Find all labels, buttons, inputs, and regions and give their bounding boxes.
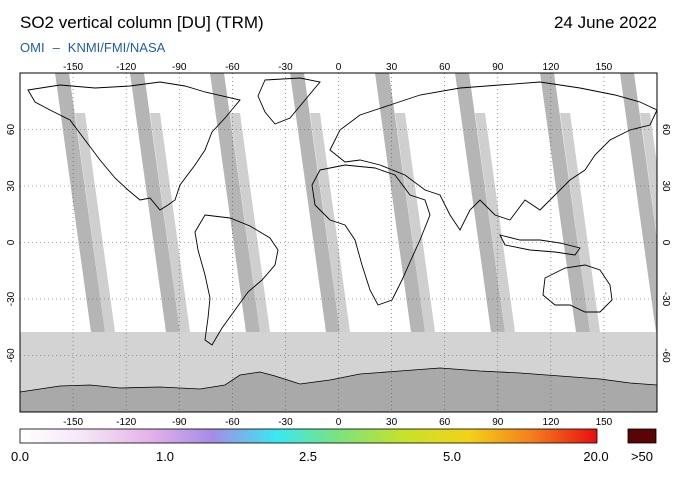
indonesia-outline (499, 234, 581, 256)
coastlines (27, 77, 657, 346)
lon-tick-bottom: 150 (596, 417, 613, 428)
europe-asia-outline (329, 81, 657, 231)
lon-tick-top: 60 (439, 62, 451, 73)
graticule (20, 73, 657, 412)
lon-tick-top: -90 (172, 62, 187, 73)
north-america-outline (27, 81, 241, 211)
australia-outline (542, 264, 613, 313)
orbit-gap-stripe (620, 73, 657, 332)
lon-tick-top: -60 (225, 62, 240, 73)
orbit-gap-stripe (55, 73, 105, 332)
lon-tick-top: -150 (63, 62, 83, 73)
lon-tick-bottom: -150 (63, 417, 83, 428)
colorbar-overflow-swatch (627, 428, 657, 444)
lon-tick-bottom: -90 (172, 417, 187, 428)
lon-tick-top: -120 (116, 62, 136, 73)
orbit-gap-stripe (210, 73, 260, 332)
lon-tick-bottom: -30 (278, 417, 293, 428)
colorbar-label-0: 0.0 (10, 449, 30, 464)
colorbar-label-1: 1.0 (155, 449, 175, 464)
lat-tick-right: -60 (660, 348, 671, 363)
orbit-gap-stripe-light (310, 113, 350, 332)
lat-tick-right: 0 (660, 240, 671, 246)
credits: OMI – KNMI/FMI/NASA (20, 40, 165, 55)
orbit-swaths (55, 73, 657, 332)
lon-tick-bottom: 60 (439, 417, 451, 428)
lat-tick-left: 60 (6, 124, 17, 136)
lon-tick-bottom: 90 (492, 417, 504, 428)
credit-agencies: KNMI/FMI/NASA (67, 40, 166, 55)
lat-tick-left: 30 (6, 180, 17, 192)
lon-tick-bottom: -60 (225, 417, 240, 428)
orbit-gap-stripe-light (475, 113, 515, 332)
colorbar (19, 428, 657, 444)
map-area (20, 73, 657, 412)
credit-omi: OMI (20, 40, 45, 55)
orbit-gap-stripe-light (560, 113, 600, 332)
orbit-gap-stripe-light (150, 113, 190, 332)
south-america-outline (194, 214, 279, 346)
colorbar-label-4: 20.0 (583, 449, 609, 464)
colorbar-gradient (19, 428, 598, 444)
credit-separator: – (52, 40, 60, 55)
map-title: SO2 vertical column [DU] (TRM) (20, 13, 264, 32)
greenland-outline (257, 77, 321, 125)
colorbar-overflow-label: >50 (630, 449, 654, 464)
lat-tick-right: 60 (660, 124, 671, 136)
lon-tick-bottom: 30 (386, 417, 398, 428)
orbit-gap-stripe-light (75, 113, 115, 332)
map-date: 24 June 2022 (553, 13, 657, 32)
orbit-gap-stripe-light (230, 113, 270, 332)
lat-tick-left: -60 (6, 348, 17, 363)
lon-tick-top: 150 (596, 62, 613, 73)
africa-outline (311, 164, 431, 306)
lon-tick-top: 90 (492, 62, 504, 73)
orbit-gap-stripe (455, 73, 505, 332)
lat-tick-left: 0 (6, 239, 17, 245)
orbit-gap-stripe-light (395, 113, 435, 332)
lon-tick-top: 120 (542, 62, 559, 73)
map-frame (19, 72, 658, 413)
orbit-gap-stripe (130, 73, 180, 332)
orbit-gap-stripe (540, 73, 590, 332)
axis-ticks: -150 -150 -120 -120 -90 -90 -60 -60 -30 -30 0 0 30 30… (6, 62, 671, 428)
orbit-gap-stripe (375, 73, 425, 332)
orbit-gap-stripe-light (640, 113, 657, 238)
lat-tick-right: -30 (660, 292, 671, 307)
lon-tick-top: 30 (386, 62, 398, 73)
colorbar-label-3: 5.0 (442, 449, 462, 464)
lon-tick-top: 0 (336, 62, 342, 73)
lon-tick-bottom: 120 (542, 417, 559, 428)
lat-tick-right: 30 (660, 180, 671, 192)
lon-tick-top: -30 (278, 62, 293, 73)
lon-tick-bottom: -120 (116, 417, 136, 428)
lon-tick-bottom: 0 (336, 417, 342, 428)
colorbar-label-2: 2.5 (298, 449, 318, 464)
lat-tick-left: -30 (6, 291, 17, 306)
